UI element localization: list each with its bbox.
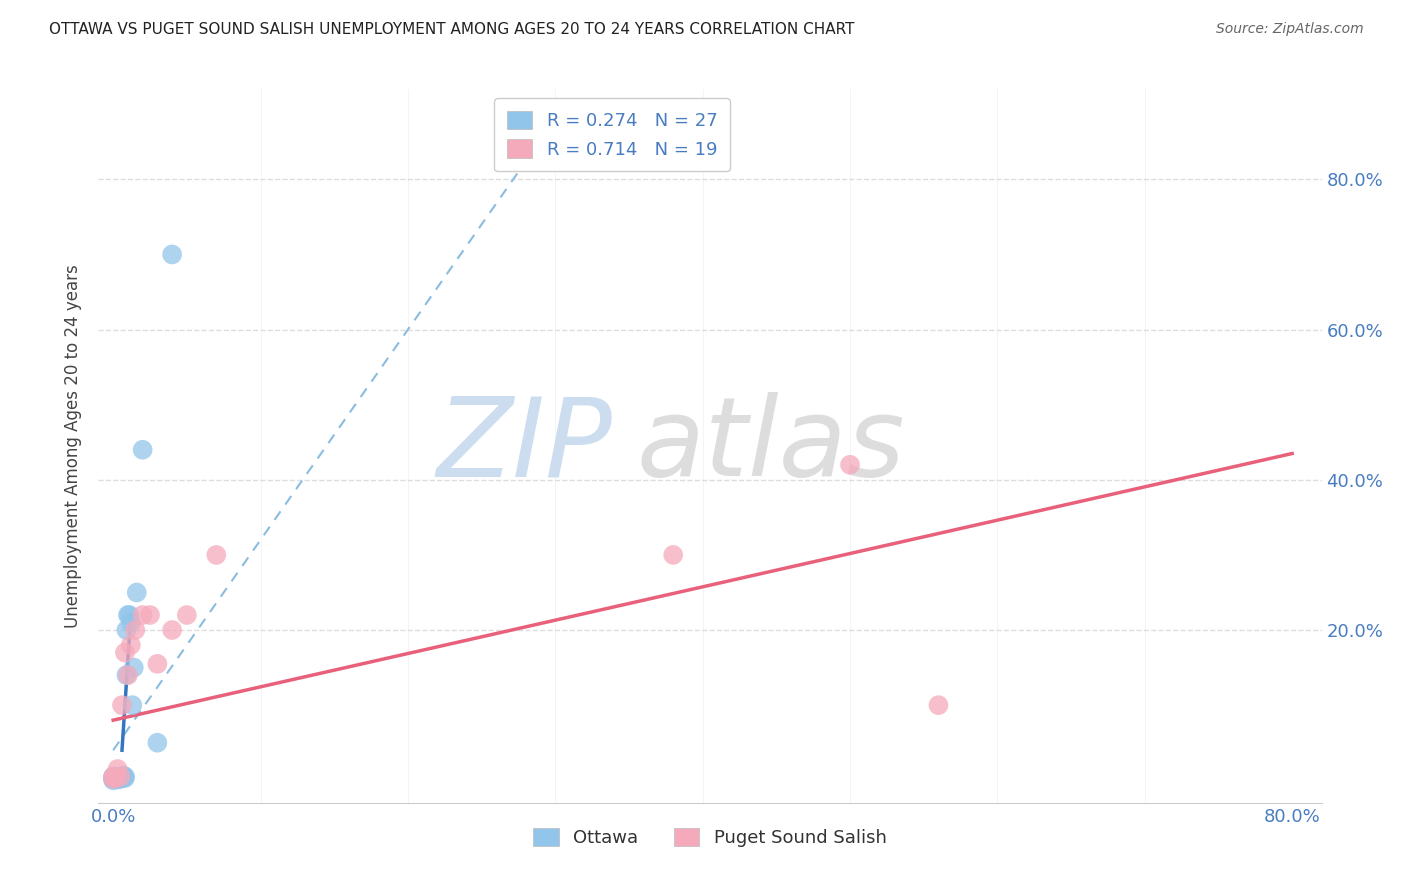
- Point: [111, 770, 134, 784]
- Point: [839, 458, 862, 472]
- Point: [101, 772, 124, 786]
- Point: [118, 607, 141, 622]
- Point: [101, 770, 124, 784]
- Point: [146, 657, 169, 671]
- Point: [105, 771, 128, 785]
- Point: [101, 770, 124, 784]
- Point: [101, 772, 124, 786]
- Point: [139, 607, 162, 622]
- Legend: Ottawa, Puget Sound Salish: Ottawa, Puget Sound Salish: [526, 821, 894, 855]
- Point: [110, 770, 132, 784]
- Point: [114, 770, 136, 784]
- Point: [131, 442, 153, 457]
- Point: [205, 548, 228, 562]
- Point: [160, 247, 183, 261]
- Point: [112, 769, 135, 783]
- Point: [121, 698, 143, 713]
- Point: [108, 770, 131, 784]
- Point: [107, 771, 129, 785]
- Point: [117, 668, 139, 682]
- Text: ZIP: ZIP: [436, 392, 612, 500]
- Point: [107, 762, 129, 776]
- Point: [107, 772, 129, 787]
- Point: [110, 772, 132, 786]
- Point: [114, 646, 136, 660]
- Point: [114, 771, 136, 785]
- Y-axis label: Unemployment Among Ages 20 to 24 years: Unemployment Among Ages 20 to 24 years: [63, 264, 82, 628]
- Text: atlas: atlas: [637, 392, 905, 500]
- Point: [112, 770, 135, 784]
- Point: [115, 623, 138, 637]
- Point: [160, 623, 183, 637]
- Point: [120, 615, 142, 630]
- Point: [111, 771, 134, 785]
- Point: [115, 668, 138, 682]
- Point: [122, 660, 145, 674]
- Point: [101, 773, 124, 788]
- Point: [117, 607, 139, 622]
- Text: OTTAWA VS PUGET SOUND SALISH UNEMPLOYMENT AMONG AGES 20 TO 24 YEARS CORRELATION : OTTAWA VS PUGET SOUND SALISH UNEMPLOYMEN…: [49, 22, 855, 37]
- Point: [111, 698, 134, 713]
- Point: [662, 548, 685, 562]
- Point: [927, 698, 949, 713]
- Point: [120, 638, 142, 652]
- Point: [176, 607, 198, 622]
- Point: [110, 770, 132, 784]
- Point: [101, 770, 124, 784]
- Point: [101, 771, 124, 785]
- Point: [146, 736, 169, 750]
- Point: [124, 623, 146, 637]
- Point: [131, 607, 153, 622]
- Point: [125, 585, 148, 599]
- Text: Source: ZipAtlas.com: Source: ZipAtlas.com: [1216, 22, 1364, 37]
